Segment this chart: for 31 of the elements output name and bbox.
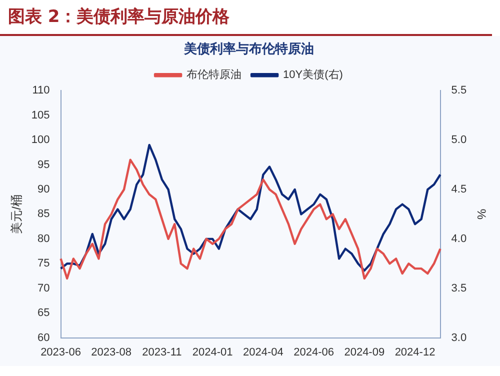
y-tick-label: 65 (38, 307, 50, 320)
y-tick-label: 85 (38, 208, 50, 220)
y2-tick-label: 3.5 (451, 282, 467, 294)
y-tick-label: 60 (38, 332, 50, 344)
x-tick-label: 2024-01 (192, 346, 233, 358)
x-tick-label: 2023-08 (91, 346, 132, 358)
y-tick-label: 100 (31, 134, 50, 146)
y-tick-label: 110 (32, 84, 50, 97)
x-tick-label: 2024-09 (344, 346, 385, 358)
chart-title: 美债利率与布伦特原油 (183, 41, 314, 58)
y-axis-title: 美元/桶 (10, 194, 24, 234)
y2-tick-label: 5.5 (451, 84, 467, 97)
y-tick-label: 105 (31, 109, 50, 122)
y-tick-label: 80 (38, 232, 50, 245)
legend-label: 布伦特原油 (186, 68, 242, 82)
legend-label: 10Y美债(右) (283, 68, 343, 82)
x-tick-label: 2023-06 (40, 346, 81, 358)
y-tick-label: 70 (38, 282, 50, 294)
y2-tick-label: 4.0 (451, 232, 467, 245)
y-tick-label: 75 (38, 258, 50, 270)
y-tick-label: 95 (38, 158, 50, 171)
y2-axis-title: % (474, 208, 488, 220)
x-tick-label: 2023-11 (142, 346, 182, 358)
y2-tick-label: 5.0 (451, 134, 467, 146)
y2-tick-label: 3.0 (451, 332, 467, 344)
x-tick-label: 2024-04 (242, 346, 284, 358)
text: 图表 2：美债利率与原油价格 (0, 0, 492, 36)
y-tick-label: 90 (38, 184, 50, 196)
x-tick-label: 2024-06 (294, 346, 334, 358)
x-tick-label: 2024-12 (394, 346, 436, 358)
y2-tick-label: 4.5 (451, 184, 467, 196)
